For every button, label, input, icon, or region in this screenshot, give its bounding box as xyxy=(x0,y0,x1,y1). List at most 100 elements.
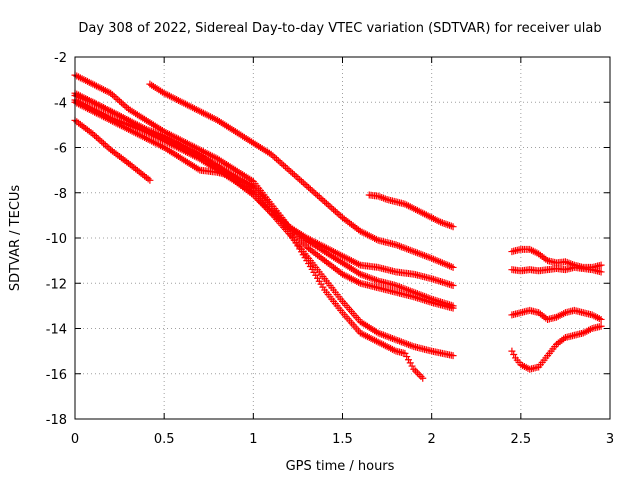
data-point xyxy=(98,138,106,146)
data-point xyxy=(508,347,516,355)
x-axis-label: GPS time / hours xyxy=(286,459,395,474)
data-point xyxy=(404,356,412,364)
data-point xyxy=(308,187,316,195)
data-point xyxy=(274,157,282,165)
x-tick-label: 0 xyxy=(71,432,79,447)
x-tick-label: 1 xyxy=(249,432,257,447)
data-point xyxy=(278,160,286,168)
x-tick-label: 1.5 xyxy=(332,432,353,447)
series-arc-1 xyxy=(71,116,154,184)
data-point xyxy=(301,180,309,188)
data-point xyxy=(408,362,416,370)
y-tick-label: -18 xyxy=(46,413,67,428)
data-point xyxy=(297,177,305,185)
data-point xyxy=(303,182,311,190)
y-tick-label: -8 xyxy=(54,187,67,202)
data-point xyxy=(119,100,127,108)
data-point xyxy=(116,97,124,105)
data-point xyxy=(322,199,330,207)
series-arc-2 xyxy=(71,71,457,312)
data-point xyxy=(100,139,108,147)
data-point xyxy=(312,190,320,198)
data-point xyxy=(331,207,339,215)
data-point xyxy=(290,171,298,179)
data-point xyxy=(449,352,457,360)
data-point xyxy=(324,201,332,209)
x-tick-label: 0.5 xyxy=(154,432,175,447)
data-point xyxy=(117,99,125,107)
data-point xyxy=(403,353,411,361)
data-point xyxy=(110,92,118,100)
data-point xyxy=(328,204,336,212)
data-series xyxy=(71,71,605,382)
series-arc-5 xyxy=(71,91,457,360)
data-point xyxy=(321,198,329,206)
data-point xyxy=(317,195,325,203)
x-tick-label: 3 xyxy=(606,432,614,447)
data-point xyxy=(276,158,284,166)
data-point xyxy=(287,168,295,176)
data-point xyxy=(281,163,289,171)
data-point xyxy=(335,210,343,218)
data-point xyxy=(326,203,334,211)
y-tick-label: -12 xyxy=(46,277,67,292)
data-point xyxy=(310,188,318,196)
data-point xyxy=(96,136,104,144)
data-point xyxy=(294,174,302,182)
data-point xyxy=(92,133,100,141)
data-point xyxy=(419,374,427,382)
series-arc-7 xyxy=(146,80,457,271)
data-point xyxy=(510,351,518,359)
data-point xyxy=(306,185,314,193)
data-point xyxy=(449,302,457,310)
data-point xyxy=(296,176,304,184)
data-point xyxy=(597,261,605,269)
data-point xyxy=(406,359,414,367)
series-arc-12 xyxy=(508,322,605,373)
y-tick-label: -14 xyxy=(46,323,67,338)
data-point xyxy=(330,206,338,214)
data-point xyxy=(280,161,288,169)
grid xyxy=(75,57,610,419)
data-point xyxy=(597,315,605,323)
x-tick-label: 2 xyxy=(428,432,436,447)
y-tick-label: -4 xyxy=(54,96,67,111)
y-tick-label: -2 xyxy=(54,51,67,66)
data-point xyxy=(410,365,418,373)
y-tick-label: -10 xyxy=(46,232,67,247)
data-point xyxy=(285,166,293,174)
data-point xyxy=(94,135,102,143)
data-point xyxy=(315,193,323,201)
data-point xyxy=(146,176,154,184)
data-point xyxy=(273,155,281,163)
data-point xyxy=(333,209,341,217)
data-point xyxy=(597,322,605,330)
data-point xyxy=(283,165,291,173)
data-point xyxy=(415,371,423,379)
data-point xyxy=(121,102,129,110)
data-point xyxy=(413,369,421,377)
series-arc-10 xyxy=(508,263,605,276)
y-tick-label: -6 xyxy=(54,142,67,157)
data-point xyxy=(597,268,605,276)
data-point xyxy=(271,153,279,161)
y-axis-label: SDTVAR / TECUs xyxy=(8,185,23,292)
x-tick-label: 2.5 xyxy=(510,432,531,447)
y-tick-label: -16 xyxy=(46,368,67,383)
data-point xyxy=(289,169,297,177)
data-point xyxy=(449,282,457,290)
data-point xyxy=(103,143,111,151)
data-point xyxy=(449,223,457,231)
data-point xyxy=(299,179,307,187)
series-arc-11 xyxy=(508,306,605,323)
data-point xyxy=(319,196,327,204)
data-point xyxy=(412,367,420,375)
data-point xyxy=(305,184,313,192)
series-arc-6 xyxy=(71,98,427,382)
data-point xyxy=(292,172,300,180)
data-point xyxy=(112,94,120,102)
data-point xyxy=(449,263,457,271)
series-arc-8 xyxy=(365,191,457,231)
plot-frame xyxy=(74,56,611,420)
